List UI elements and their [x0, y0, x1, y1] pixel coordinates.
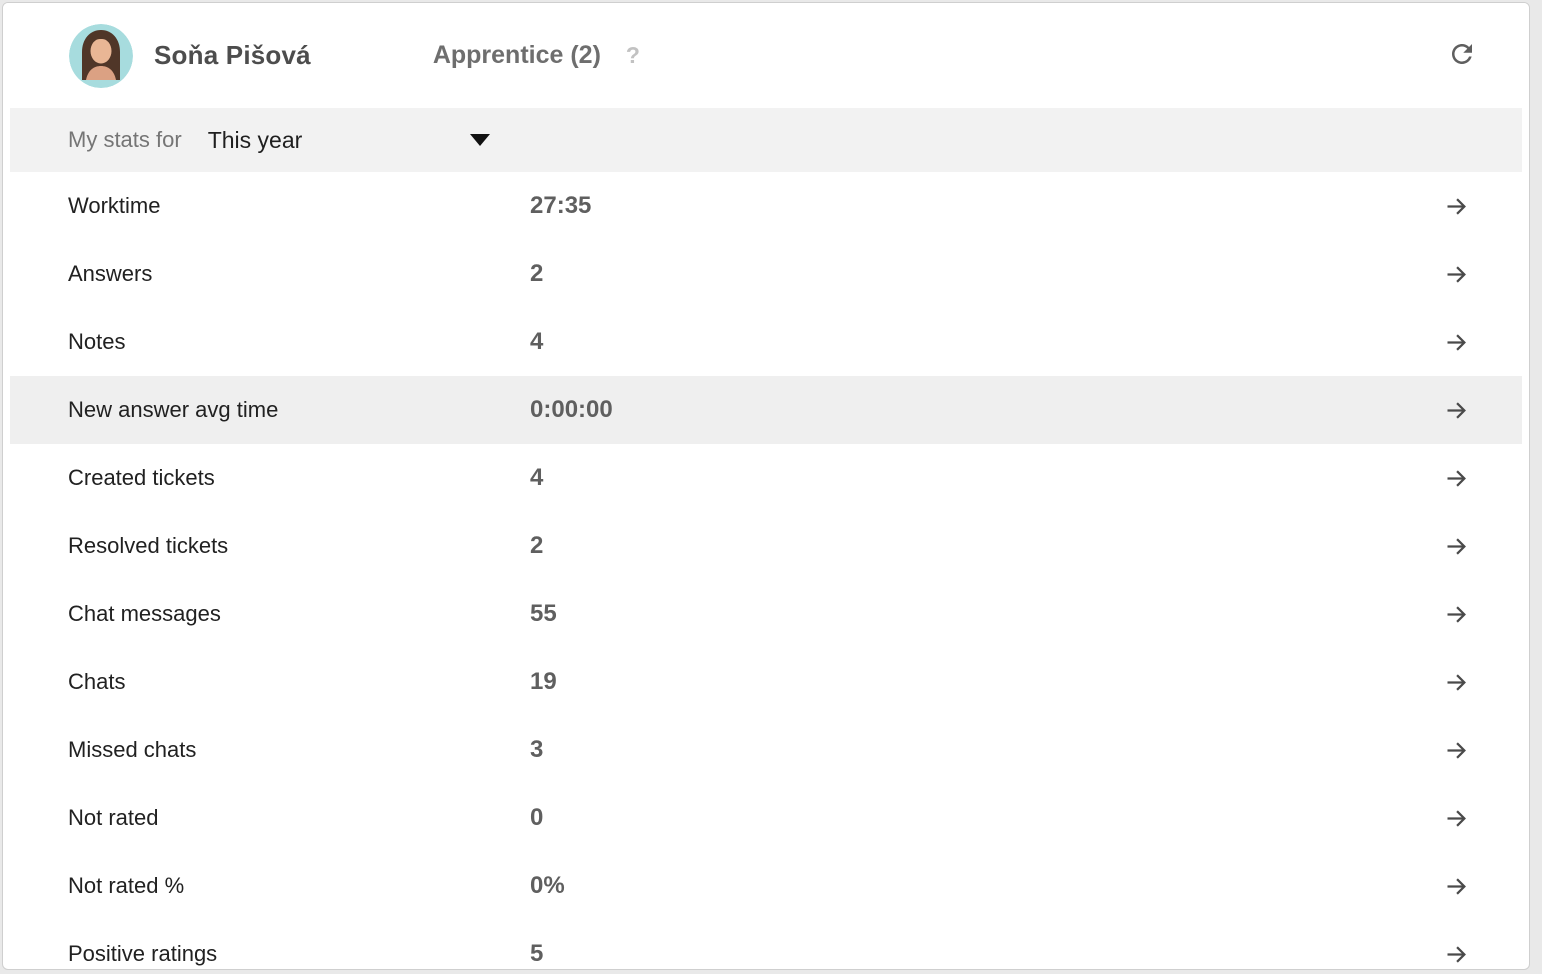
- stat-value: 4: [530, 464, 544, 491]
- arrow-right-icon[interactable]: [1442, 940, 1470, 968]
- stat-label: Answers: [68, 261, 153, 286]
- refresh-icon: [1447, 39, 1477, 72]
- stat-row[interactable]: Positive ratings 5: [10, 920, 1522, 969]
- stat-value: 0:00:00: [530, 396, 613, 423]
- avatar-image: [69, 23, 133, 88]
- stat-label: New answer avg time: [68, 397, 279, 422]
- stat-value: 2: [530, 260, 544, 287]
- stat-value: 3: [530, 736, 544, 763]
- stat-label: Not rated %: [68, 873, 185, 898]
- stat-label: Worktime: [68, 193, 161, 218]
- stat-label: Created tickets: [68, 465, 215, 490]
- user-name: Soňa Pišová: [154, 40, 311, 70]
- period-dropdown[interactable]: This year: [208, 127, 491, 154]
- arrow-right-icon[interactable]: [1442, 328, 1470, 356]
- stat-label: Chat messages: [68, 601, 221, 626]
- arrow-right-icon[interactable]: [1442, 872, 1470, 900]
- stat-row[interactable]: Missed chats 3: [10, 716, 1522, 784]
- arrow-right-icon[interactable]: [1442, 396, 1470, 424]
- refresh-button[interactable]: [1445, 39, 1479, 73]
- arrow-right-icon[interactable]: [1442, 600, 1470, 628]
- arrow-right-icon[interactable]: [1442, 736, 1470, 764]
- stat-row[interactable]: Not rated 0: [10, 784, 1522, 852]
- arrow-right-icon[interactable]: [1442, 260, 1470, 288]
- filter-label: My stats for: [68, 127, 182, 152]
- stat-value: 19: [530, 668, 557, 695]
- stat-value: 27:35: [530, 192, 592, 219]
- caret-down-icon: [470, 134, 491, 146]
- arrow-right-icon[interactable]: [1442, 464, 1470, 492]
- stat-row[interactable]: Answers 2: [10, 240, 1522, 308]
- period-dropdown-value: This year: [207, 126, 303, 153]
- stat-label: Missed chats: [68, 737, 197, 762]
- stat-value: 2: [530, 532, 544, 559]
- stat-value: 5: [530, 940, 544, 967]
- stat-row[interactable]: Resolved tickets 2: [10, 512, 1522, 580]
- stat-label: Chats: [68, 669, 126, 694]
- stat-row[interactable]: Worktime 27:35: [10, 172, 1522, 240]
- stats-list: Worktime 27:35 Answers 2: [10, 172, 1522, 969]
- stat-label: Resolved tickets: [68, 533, 229, 558]
- stat-value: 0: [530, 804, 544, 831]
- user-level-badge: Apprentice (2): [432, 41, 601, 69]
- stat-row[interactable]: Chat messages 55: [10, 580, 1522, 648]
- stat-label: Positive ratings: [68, 941, 218, 966]
- arrow-right-icon[interactable]: [1442, 532, 1470, 560]
- help-icon[interactable]: ?: [625, 42, 640, 68]
- arrow-right-icon[interactable]: [1442, 668, 1470, 696]
- stat-row[interactable]: Chats 19: [10, 648, 1522, 716]
- arrow-right-icon[interactable]: [1442, 804, 1470, 832]
- arrow-right-icon[interactable]: [1442, 192, 1470, 220]
- stat-row[interactable]: Not rated % 0%: [10, 852, 1522, 920]
- stat-label: Notes: [68, 329, 126, 354]
- stat-row[interactable]: Created tickets 4: [10, 444, 1522, 512]
- stat-row[interactable]: New answer avg time 0:00:00: [10, 376, 1522, 444]
- filter-bar: My stats for This year: [10, 108, 1522, 172]
- stat-value: 0%: [530, 872, 565, 899]
- user-header: Soňa Pišová Apprentice (2) ?: [3, 3, 1529, 108]
- stat-label: Not rated: [68, 805, 159, 830]
- stat-value: 55: [530, 600, 557, 627]
- stat-row[interactable]: Notes 4: [10, 308, 1522, 376]
- avatar: [69, 23, 133, 88]
- stat-value: 4: [530, 328, 544, 355]
